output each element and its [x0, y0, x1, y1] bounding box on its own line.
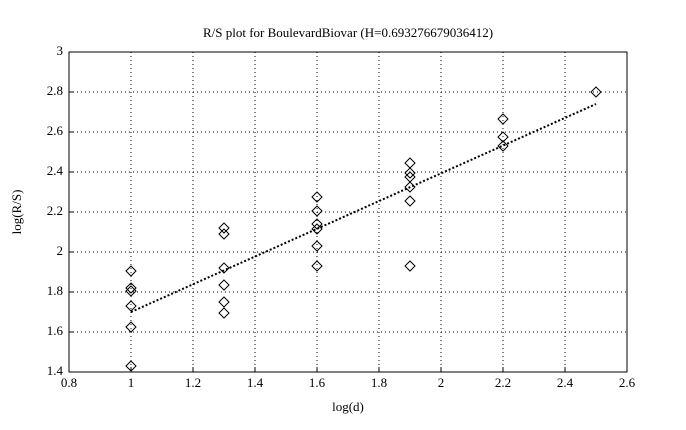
data-point — [404, 195, 416, 207]
data-point — [218, 262, 230, 274]
data-point — [218, 296, 230, 308]
y-tick-label: 2.2 — [47, 203, 63, 218]
y-tick-label: 3 — [57, 43, 64, 58]
data-point — [404, 260, 416, 272]
y-tick-label: 1.8 — [47, 283, 63, 298]
data-point — [311, 223, 323, 235]
data-point — [311, 240, 323, 252]
data-point — [497, 140, 509, 152]
x-tick-label: 2 — [438, 375, 445, 390]
x-tick-label: 0.8 — [61, 375, 77, 390]
data-point — [125, 360, 137, 372]
data-point — [404, 167, 416, 179]
x-tick-label: 2.2 — [495, 375, 511, 390]
data-point — [125, 321, 137, 333]
x-tick-label: 1.6 — [309, 375, 326, 390]
data-point — [125, 265, 137, 277]
data-point — [218, 228, 230, 240]
y-tick-label: 1.6 — [47, 323, 64, 338]
data-point — [218, 222, 230, 234]
data-point — [404, 157, 416, 169]
y-axis-label: log(R/S) — [9, 190, 24, 235]
x-tick-label: 1 — [128, 375, 135, 390]
data-point — [497, 113, 509, 125]
y-tick-label: 2.8 — [47, 83, 63, 98]
data-point — [590, 86, 602, 98]
x-tick-label: 2.4 — [557, 375, 574, 390]
data-point — [311, 260, 323, 272]
data-point — [404, 171, 416, 183]
chart-title: R/S plot for BoulevardBiovar (H=0.693276… — [203, 25, 493, 40]
data-point — [125, 282, 137, 294]
data-point — [311, 218, 323, 230]
data-point — [311, 205, 323, 217]
plot-frame — [68, 51, 628, 373]
x-tick-label: 1.2 — [185, 375, 201, 390]
data-point — [218, 279, 230, 291]
data-point — [311, 191, 323, 203]
y-tick-label: 2.6 — [47, 123, 64, 138]
data-point — [125, 285, 137, 297]
y-tick-label: 1.4 — [47, 363, 64, 378]
fit-line — [130, 103, 597, 313]
x-tick-label: 2.6 — [619, 375, 636, 390]
x-axis-label: log(d) — [332, 399, 364, 414]
data-point — [218, 307, 230, 319]
y-tick-label: 2.4 — [47, 163, 64, 178]
data-point — [497, 131, 509, 143]
y-tick-label: 2 — [57, 243, 64, 258]
x-tick-label: 1.8 — [371, 375, 387, 390]
x-tick-label: 1.4 — [247, 375, 264, 390]
